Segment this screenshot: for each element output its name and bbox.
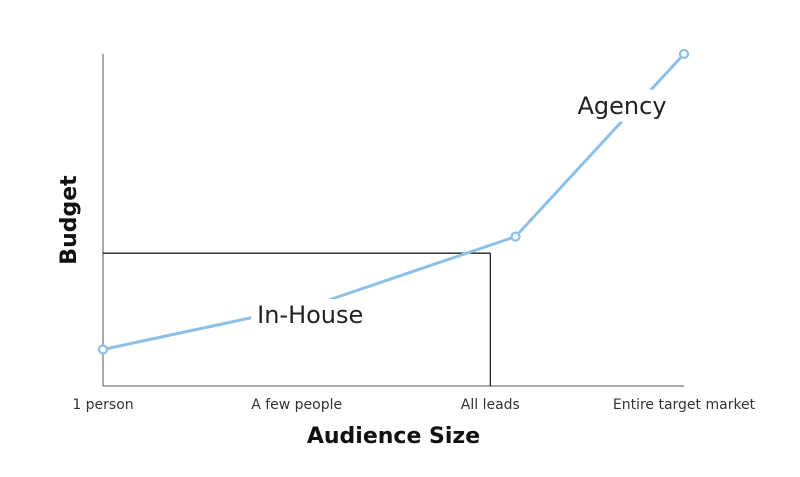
data-point-marker	[510, 231, 521, 242]
series-line	[101, 52, 686, 351]
annotation-background	[251, 298, 370, 331]
y-axis-title: Budget	[57, 175, 82, 265]
x-tick-label: Entire target market	[613, 397, 756, 413]
x-tick-label: 1 person	[72, 397, 133, 413]
annotation-label: In-House	[257, 301, 363, 329]
x-tick-label: All leads	[461, 397, 520, 413]
x-tick-label: A few people	[251, 397, 342, 413]
annotation-group: Agency	[571, 89, 673, 122]
x-axis-title: Audience Size	[307, 424, 480, 449]
annotation-group: In-House	[251, 298, 370, 331]
annotation-background	[571, 89, 673, 122]
data-point-marker	[97, 344, 109, 355]
data-point-marker	[678, 48, 690, 60]
annotation-label: Agency	[578, 92, 667, 120]
